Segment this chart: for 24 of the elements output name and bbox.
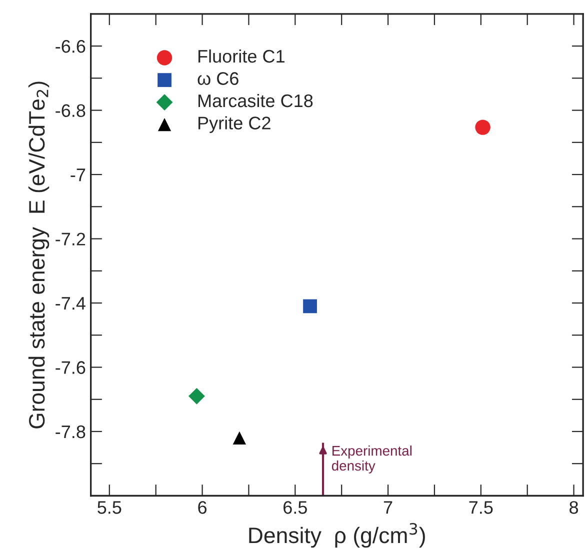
legend-label: ω C6 <box>198 72 238 85</box>
x-tick-label: 6.5 <box>284 501 307 514</box>
point <box>232 431 246 444</box>
point <box>188 388 205 404</box>
y-tick-label: -6.6 <box>56 40 86 53</box>
legend-label: Pyrite C2 <box>198 116 270 134</box>
y-tick-label: -7.2 <box>56 232 86 246</box>
x-axis-title: Density ρ (g/cm$^{3}$) <box>249 522 425 548</box>
x-tick-label: 8 <box>570 501 578 514</box>
point <box>475 120 490 135</box>
y-tick-label: -7.6 <box>56 361 86 374</box>
x-tick-label: 7 <box>384 501 392 514</box>
point <box>303 299 317 314</box>
x-tick-label: 6 <box>198 501 207 514</box>
y-tick-label: -7 <box>70 168 86 182</box>
legend-label: Fluorite C1 <box>198 49 284 63</box>
y-tick-label: -6.8 <box>56 104 86 118</box>
x-tick-label: 7.5 <box>469 501 493 514</box>
legend-label: Marcasite C18 <box>198 94 313 108</box>
y-tick-label: -7.4 <box>56 297 86 310</box>
x-tick-label: 5.5 <box>98 501 122 514</box>
ref-line-label: Experimental density <box>332 446 412 474</box>
y-axis-title: Ground state energy E (eV/CdTe$_{2}$) <box>28 82 50 428</box>
y-tick-label: -7.8 <box>56 425 86 438</box>
